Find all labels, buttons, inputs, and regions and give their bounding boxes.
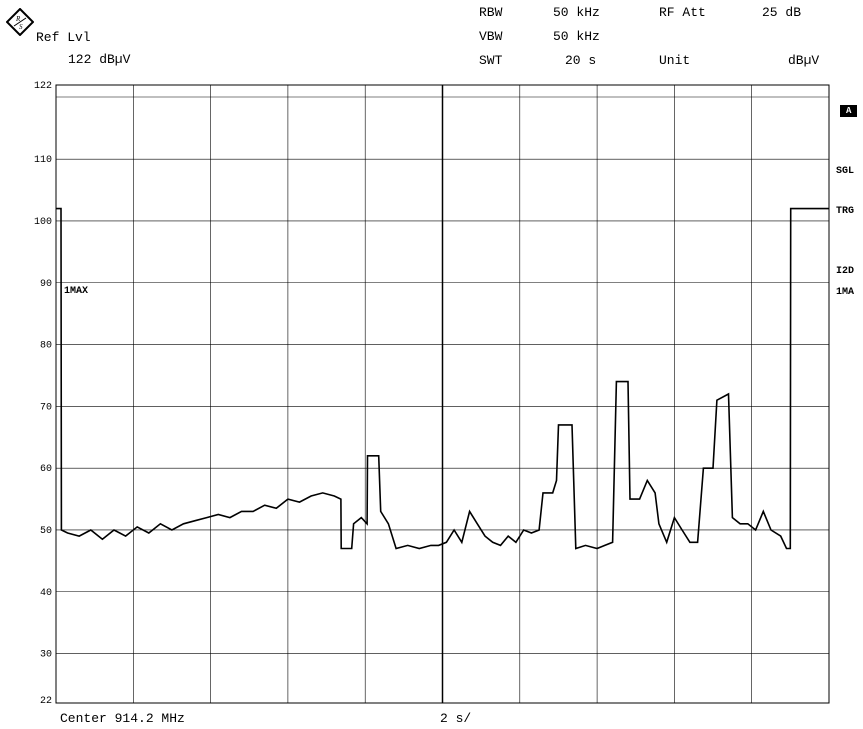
rf-att-label: RF Att bbox=[659, 5, 706, 20]
y-tick-label: 50 bbox=[40, 526, 52, 537]
rohde-schwarz-logo-icon: R S bbox=[6, 8, 34, 36]
y-tick-label: 90 bbox=[40, 279, 52, 290]
y-tick-label: 70 bbox=[40, 402, 52, 413]
sweep-per-div: 2 s/ bbox=[440, 711, 472, 726]
y-tick-label: 30 bbox=[40, 650, 52, 661]
trg-label: TRG bbox=[836, 206, 855, 217]
trace-label: 1MAX bbox=[64, 286, 89, 297]
y-tick-label: 22 bbox=[40, 696, 52, 707]
vbw-label: VBW bbox=[479, 29, 503, 44]
swt-label: SWT bbox=[479, 53, 503, 68]
rbw-value: 50 kHz bbox=[553, 5, 600, 20]
y-tick-label: 100 bbox=[34, 217, 52, 228]
unit-label: Unit bbox=[659, 53, 691, 68]
rbw-label: RBW bbox=[479, 5, 503, 20]
vbw-value: 50 kHz bbox=[553, 29, 600, 44]
max-label: 1MA bbox=[836, 287, 855, 298]
y-tick-label: 60 bbox=[40, 464, 52, 475]
svg-text:S: S bbox=[19, 23, 23, 31]
y-tick-label: 122 bbox=[34, 81, 52, 92]
i2d-label: I2D bbox=[836, 266, 855, 277]
trace-1max bbox=[56, 207, 829, 550]
svg-text:R: R bbox=[15, 15, 21, 23]
ref-lvl-value: 122 dBµV bbox=[68, 52, 131, 67]
unit-value: dBµV bbox=[788, 53, 820, 68]
y-tick-label: 80 bbox=[40, 341, 52, 352]
rf-att-value: 25 dB bbox=[762, 5, 802, 20]
y-tick-label: 40 bbox=[40, 588, 52, 599]
sgl-label: SGL bbox=[836, 166, 855, 177]
ref-lvl-label: Ref Lvl bbox=[36, 30, 91, 45]
swt-value: 20 s bbox=[565, 53, 597, 68]
trace-a-badge: A bbox=[840, 105, 858, 117]
y-tick-label: 110 bbox=[34, 155, 52, 166]
center-frequency: Center 914.2 MHz bbox=[60, 711, 185, 726]
